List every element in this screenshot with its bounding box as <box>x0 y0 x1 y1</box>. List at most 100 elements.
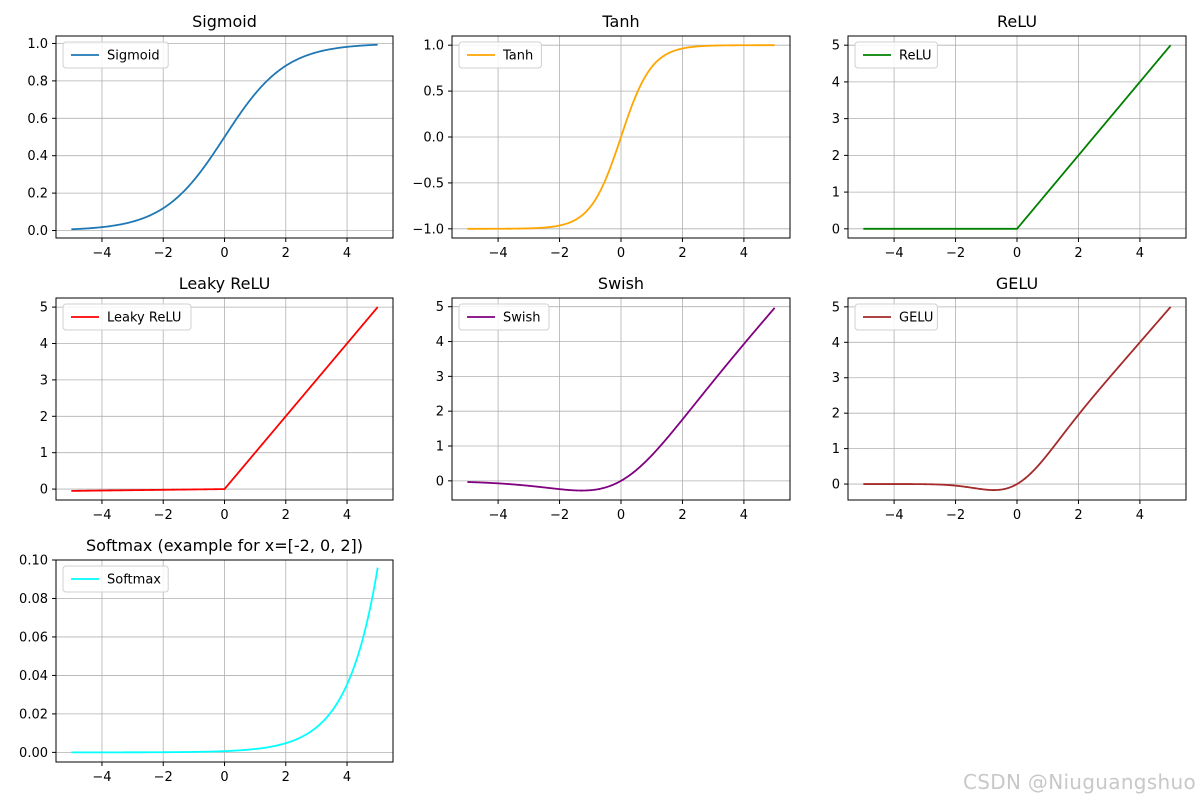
x-tick-label: 2 <box>678 246 686 261</box>
x-tick-label: −2 <box>154 246 173 261</box>
y-tick-label: 0.6 <box>27 112 48 127</box>
x-tick-label: 2 <box>282 508 290 523</box>
legend-box <box>62 41 169 69</box>
legend-label: Sigmoid <box>107 49 160 64</box>
x-tick-label: 4 <box>1136 246 1144 261</box>
y-tick-label: 0 <box>436 474 444 489</box>
x-tick-label: 2 <box>282 770 290 785</box>
x-tick-label: 0 <box>617 246 625 261</box>
subplot-3: −4 −2 0 2 4 0 1 2 3 4 5 ReLU ReLU <box>832 12 1187 261</box>
y-tick-label: 0.10 <box>19 554 48 569</box>
y-tick-label: 5 <box>832 300 840 315</box>
watermark-text: CSDN @Niuguangshuo <box>963 770 1196 794</box>
y-tick-label: 1 <box>40 446 48 461</box>
x-tick-label: −2 <box>946 508 965 523</box>
legend-label: Leaky ReLU <box>107 311 181 326</box>
y-tick-label: 2 <box>436 405 444 420</box>
series-line <box>467 44 775 230</box>
x-tick-label: 4 <box>1136 508 1144 523</box>
legend-box <box>854 41 938 69</box>
legend: ReLU <box>854 41 938 69</box>
subplot-title: Sigmoid <box>192 12 257 31</box>
x-tick-label: −4 <box>92 246 111 261</box>
y-tick-label: 1 <box>436 440 444 455</box>
legend-box <box>458 303 550 331</box>
y-tick-label: 0 <box>40 483 48 498</box>
y-tick-label: 1.0 <box>27 37 48 52</box>
x-tick-label: 4 <box>343 508 351 523</box>
y-tick-label: 0.5 <box>423 85 444 100</box>
y-tick-label: 0.06 <box>19 630 48 645</box>
legend-box <box>62 565 169 593</box>
x-tick-label: 2 <box>1074 246 1082 261</box>
x-tick-label: 2 <box>282 246 290 261</box>
y-tick-label: 1 <box>832 186 840 201</box>
subplot-title: Tanh <box>601 12 639 31</box>
x-tick-label: −4 <box>885 246 904 261</box>
legend-box <box>458 41 542 69</box>
y-tick-label: 0.8 <box>27 74 48 89</box>
x-tick-label: 0 <box>1013 246 1021 261</box>
legend-box <box>854 303 938 331</box>
x-tick-label: −2 <box>946 246 965 261</box>
y-tick-label: 2 <box>40 410 48 425</box>
legend-label: Swish <box>503 311 541 326</box>
y-tick-label: −0.5 <box>412 176 444 191</box>
x-tick-label: 4 <box>740 508 748 523</box>
legend-label: Softmax <box>107 573 161 588</box>
y-tick-label: 3 <box>436 370 444 385</box>
y-tick-label: 0.0 <box>27 224 48 239</box>
y-tick-label: 5 <box>436 300 444 315</box>
legend-label: Tanh <box>502 49 533 64</box>
x-tick-label: 2 <box>678 508 686 523</box>
y-tick-label: 5 <box>40 301 48 316</box>
subplot-title: ReLU <box>997 12 1037 31</box>
legend-label: ReLU <box>899 49 932 64</box>
x-tick-label: 0 <box>617 508 625 523</box>
x-tick-label: −4 <box>489 246 508 261</box>
subplot-title: Softmax (example for x=[-2, 0, 2]) <box>86 536 363 555</box>
subplot-title: Leaky ReLU <box>179 274 271 293</box>
x-tick-label: 2 <box>1074 508 1082 523</box>
y-tick-label: 5 <box>832 39 840 54</box>
y-tick-label: 1 <box>832 442 840 457</box>
subplot-title: Swish <box>598 274 644 293</box>
series-line <box>71 43 378 231</box>
x-tick-label: −2 <box>550 246 569 261</box>
legend: Tanh <box>458 41 542 69</box>
x-tick-label: 4 <box>740 246 748 261</box>
legend-label: GELU <box>899 311 933 326</box>
subplot-7: −4 −2 0 2 4 0.00 0.02 0.04 0.06 0.08 0.10 Softmax (… <box>19 536 394 785</box>
subplot-1: −4 −2 0 2 4 0.0 0.2 0.4 0.6 0.8 1.0 Sigmoid Sigmoid <box>27 12 394 261</box>
x-tick-label: −2 <box>154 508 173 523</box>
y-tick-label: 1.0 <box>423 39 444 54</box>
legend-box <box>62 303 192 331</box>
y-tick-label: 0.4 <box>27 149 48 164</box>
series-line <box>71 567 379 754</box>
y-tick-label: 3 <box>40 373 48 388</box>
y-tick-label: 0 <box>832 478 840 493</box>
subplot-6: −4 −2 0 2 4 0 1 2 3 4 5 GELU GELU <box>832 274 1187 523</box>
series-line <box>863 44 1172 230</box>
y-tick-label: 0.08 <box>19 592 48 607</box>
y-tick-label: 4 <box>832 75 840 90</box>
series-line <box>863 306 1172 491</box>
subplot-5: −4 −2 0 2 4 0 1 2 3 4 5 Swish Swish <box>436 274 791 523</box>
legend: Sigmoid <box>62 41 169 69</box>
subplot-title: GELU <box>996 274 1038 293</box>
legend: Leaky ReLU <box>62 303 192 331</box>
y-tick-label: 0.02 <box>19 707 48 722</box>
x-tick-label: 4 <box>343 246 351 261</box>
y-tick-label: 0 <box>832 222 840 237</box>
subplot-2: −4 −2 0 2 4 −1.0 −0.5 0.0 0.5 1.0 Tanh Tanh <box>412 12 791 261</box>
legend: Swish <box>458 303 550 331</box>
x-tick-label: −2 <box>154 770 173 785</box>
y-tick-label: 0.2 <box>27 187 48 202</box>
series-line <box>71 306 379 492</box>
y-tick-label: 3 <box>832 112 840 127</box>
y-tick-label: 0.00 <box>19 746 48 761</box>
y-tick-label: 0.04 <box>19 669 48 684</box>
y-tick-label: −1.0 <box>412 222 444 237</box>
y-tick-label: 4 <box>436 335 444 350</box>
